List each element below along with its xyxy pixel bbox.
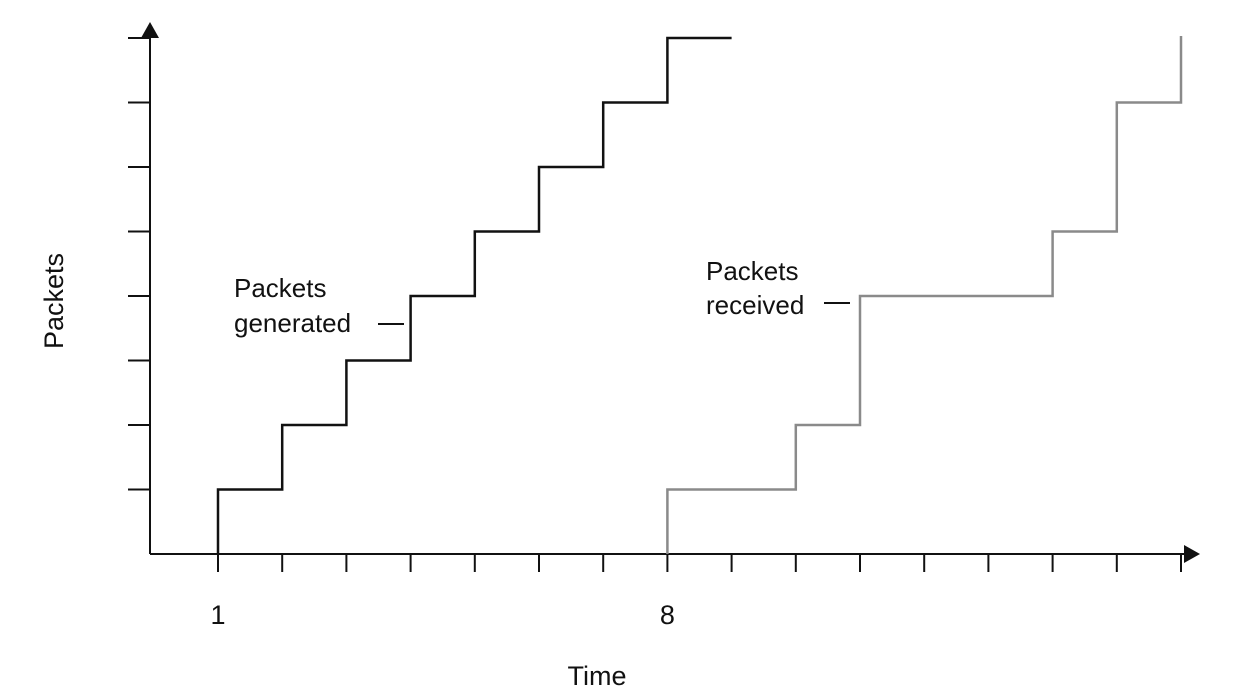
x-axis-arrow [1184, 545, 1200, 563]
y-axis-title: Packets [39, 253, 69, 349]
x-axis-title: Time [568, 661, 627, 691]
annotation-line-2: received [706, 290, 804, 320]
x-ticks [217, 554, 1182, 572]
series-layer [216, 36, 1183, 554]
annotation-line-1: Packets [234, 273, 327, 303]
y-axis-arrow [141, 22, 159, 38]
annotation-line-1: Packets [706, 256, 799, 286]
packets-received-line [666, 36, 1183, 554]
packets-generated-annotation: Packets generated [234, 273, 404, 338]
annotation-line-2: generated [234, 308, 351, 338]
packets-received-annotation: Packets received [706, 256, 850, 320]
x-tick-label: 1 [210, 600, 225, 630]
packets-generated-line [216, 36, 732, 554]
y-ticks [128, 37, 150, 491]
annotation-layer: Packets generated Packets received [234, 256, 850, 338]
x-tick-label: 8 [660, 600, 675, 630]
